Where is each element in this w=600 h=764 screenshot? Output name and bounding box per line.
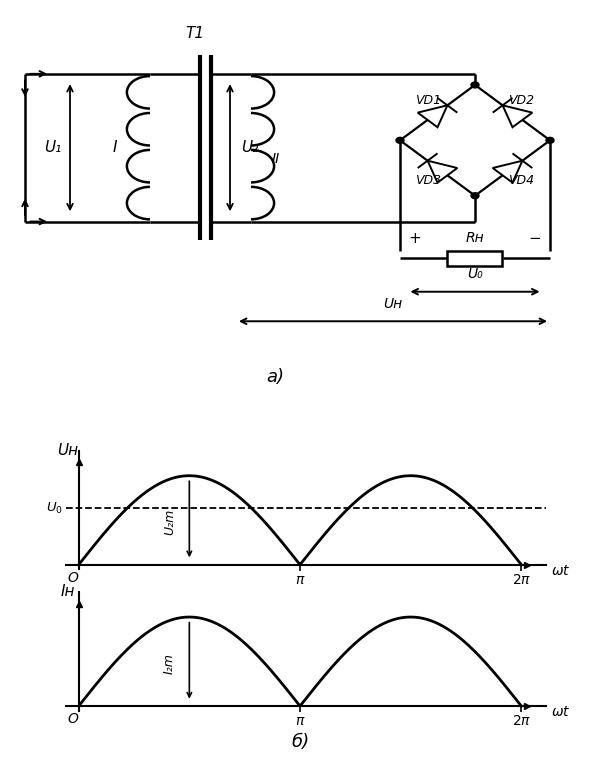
Text: VD1: VD1 (415, 94, 442, 107)
Text: U₂m: U₂m (163, 509, 176, 535)
Text: O: O (68, 571, 79, 585)
Polygon shape (503, 105, 532, 128)
Text: O: O (68, 712, 79, 727)
Text: $\omega t$: $\omega t$ (551, 564, 571, 578)
Text: Iн: Iн (60, 584, 74, 599)
Text: Uн: Uн (57, 443, 78, 458)
Text: $U_0$: $U_0$ (46, 500, 63, 516)
Text: Uн: Uн (383, 297, 403, 311)
Text: +: + (409, 231, 421, 246)
Text: II: II (272, 152, 280, 166)
Polygon shape (418, 105, 448, 128)
Circle shape (396, 138, 404, 144)
Text: I: I (113, 141, 117, 155)
Bar (448, 251, 502, 266)
Text: а): а) (266, 367, 284, 386)
Text: −: − (529, 231, 541, 246)
Polygon shape (493, 160, 523, 183)
Text: $\omega t$: $\omega t$ (551, 705, 571, 719)
Circle shape (471, 82, 479, 88)
Text: VD3: VD3 (415, 173, 442, 186)
Circle shape (546, 138, 554, 144)
Text: U₁: U₁ (44, 141, 61, 155)
Text: U₂: U₂ (241, 141, 259, 155)
Text: Rн: Rн (466, 231, 484, 245)
Text: T1: T1 (185, 26, 205, 40)
Circle shape (471, 193, 479, 199)
Text: I₂m: I₂m (163, 653, 176, 674)
Text: VD2: VD2 (508, 94, 535, 107)
Polygon shape (428, 160, 457, 183)
Text: VD4: VD4 (508, 173, 535, 186)
Text: б): б) (291, 733, 309, 751)
Text: U₀: U₀ (467, 267, 483, 281)
